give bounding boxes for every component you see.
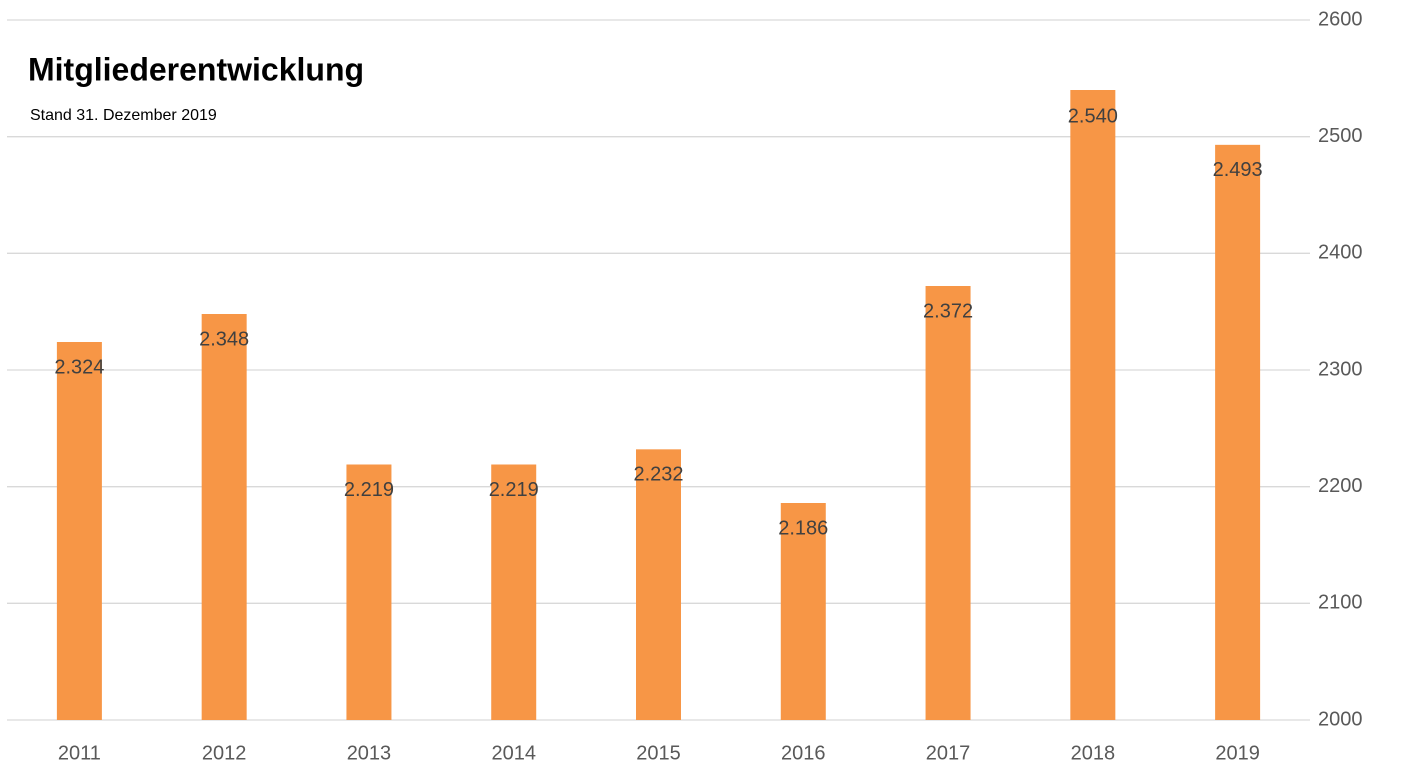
data-label: 2.348 <box>199 328 249 350</box>
chart-title: Mitgliederentwicklung <box>28 51 364 87</box>
x-tick-label: 2016 <box>781 742 826 764</box>
data-label: 2.324 <box>54 356 104 378</box>
bar <box>491 464 537 720</box>
y-tick-label: 2300 <box>1318 358 1363 380</box>
data-label: 2.493 <box>1213 159 1263 181</box>
bar <box>346 464 392 720</box>
y-tick-label: 2600 <box>1318 8 1363 30</box>
data-label: 2.232 <box>633 464 683 486</box>
y-tick-label: 2100 <box>1318 592 1363 614</box>
bar <box>201 314 247 720</box>
x-tick-label: 2014 <box>491 742 536 764</box>
data-label: 2.186 <box>778 517 828 539</box>
bar <box>1215 144 1261 721</box>
x-tick-label: 2017 <box>926 742 971 764</box>
x-tick-label: 2015 <box>636 742 681 764</box>
bar <box>1070 90 1116 720</box>
bar <box>925 286 971 720</box>
y-tick-label: 2200 <box>1318 475 1363 497</box>
y-tick-label: 2000 <box>1318 708 1363 730</box>
x-tick-label: 2012 <box>202 742 247 764</box>
data-label: 2.219 <box>489 479 539 501</box>
y-tick-label: 2500 <box>1318 125 1363 147</box>
x-tick-label: 2011 <box>58 742 101 764</box>
chart-subtitle: Stand 31. Dezember 2019 <box>30 107 217 124</box>
data-label: 2.219 <box>344 479 394 501</box>
x-tick-label: 2019 <box>1215 742 1260 764</box>
bar <box>56 342 102 720</box>
data-label: 2.372 <box>923 300 973 322</box>
x-tick-label: 2013 <box>347 742 392 764</box>
bar <box>636 449 681 720</box>
x-tick-label: 2018 <box>1071 742 1116 764</box>
data-label: 2.540 <box>1068 105 1118 127</box>
bar <box>780 503 826 720</box>
y-tick-label: 2400 <box>1318 242 1363 264</box>
